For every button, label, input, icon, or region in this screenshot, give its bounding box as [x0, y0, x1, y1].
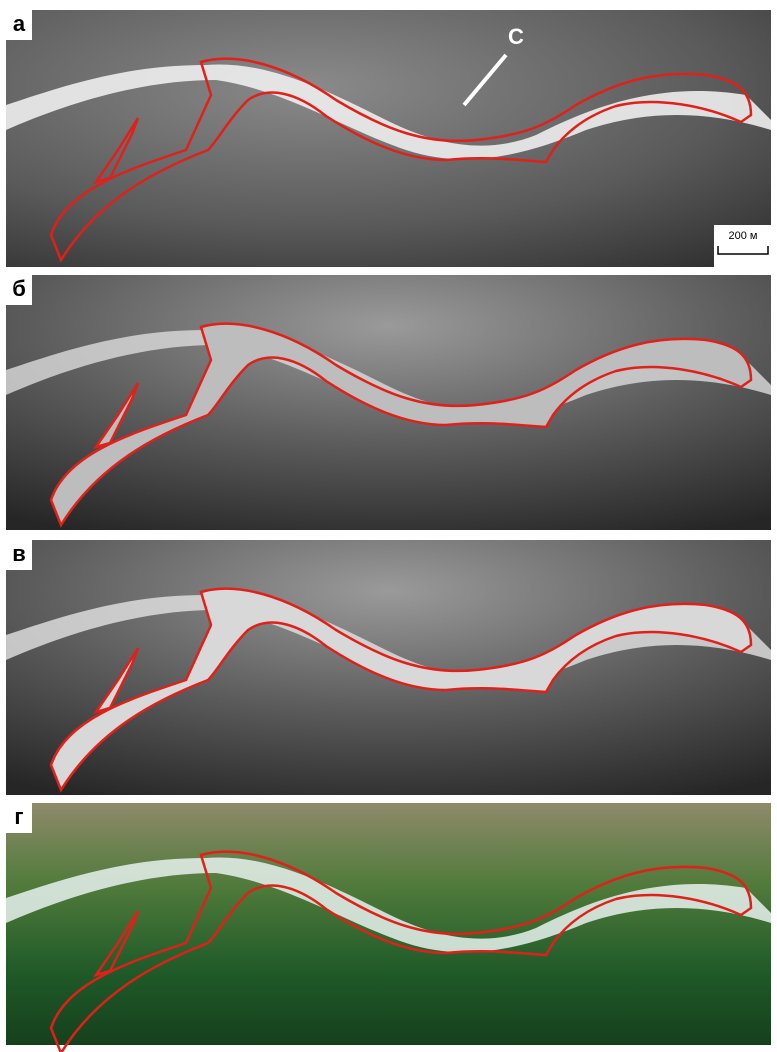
- panel: б: [6, 275, 771, 530]
- panel-label: в: [12, 541, 26, 566]
- panel: г: [6, 803, 771, 1052]
- panel: в: [6, 540, 771, 795]
- figure: а С 200 м б в г: [0, 0, 777, 1052]
- panel: а С 200 м: [6, 10, 771, 267]
- panel-label: б: [12, 276, 26, 301]
- north-label: С: [508, 24, 524, 49]
- panel-label: г: [14, 804, 23, 829]
- scale-label: 200 м: [729, 230, 758, 242]
- panel-label: а: [13, 11, 26, 36]
